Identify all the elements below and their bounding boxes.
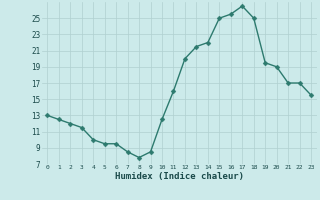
X-axis label: Humidex (Indice chaleur): Humidex (Indice chaleur)	[115, 172, 244, 181]
